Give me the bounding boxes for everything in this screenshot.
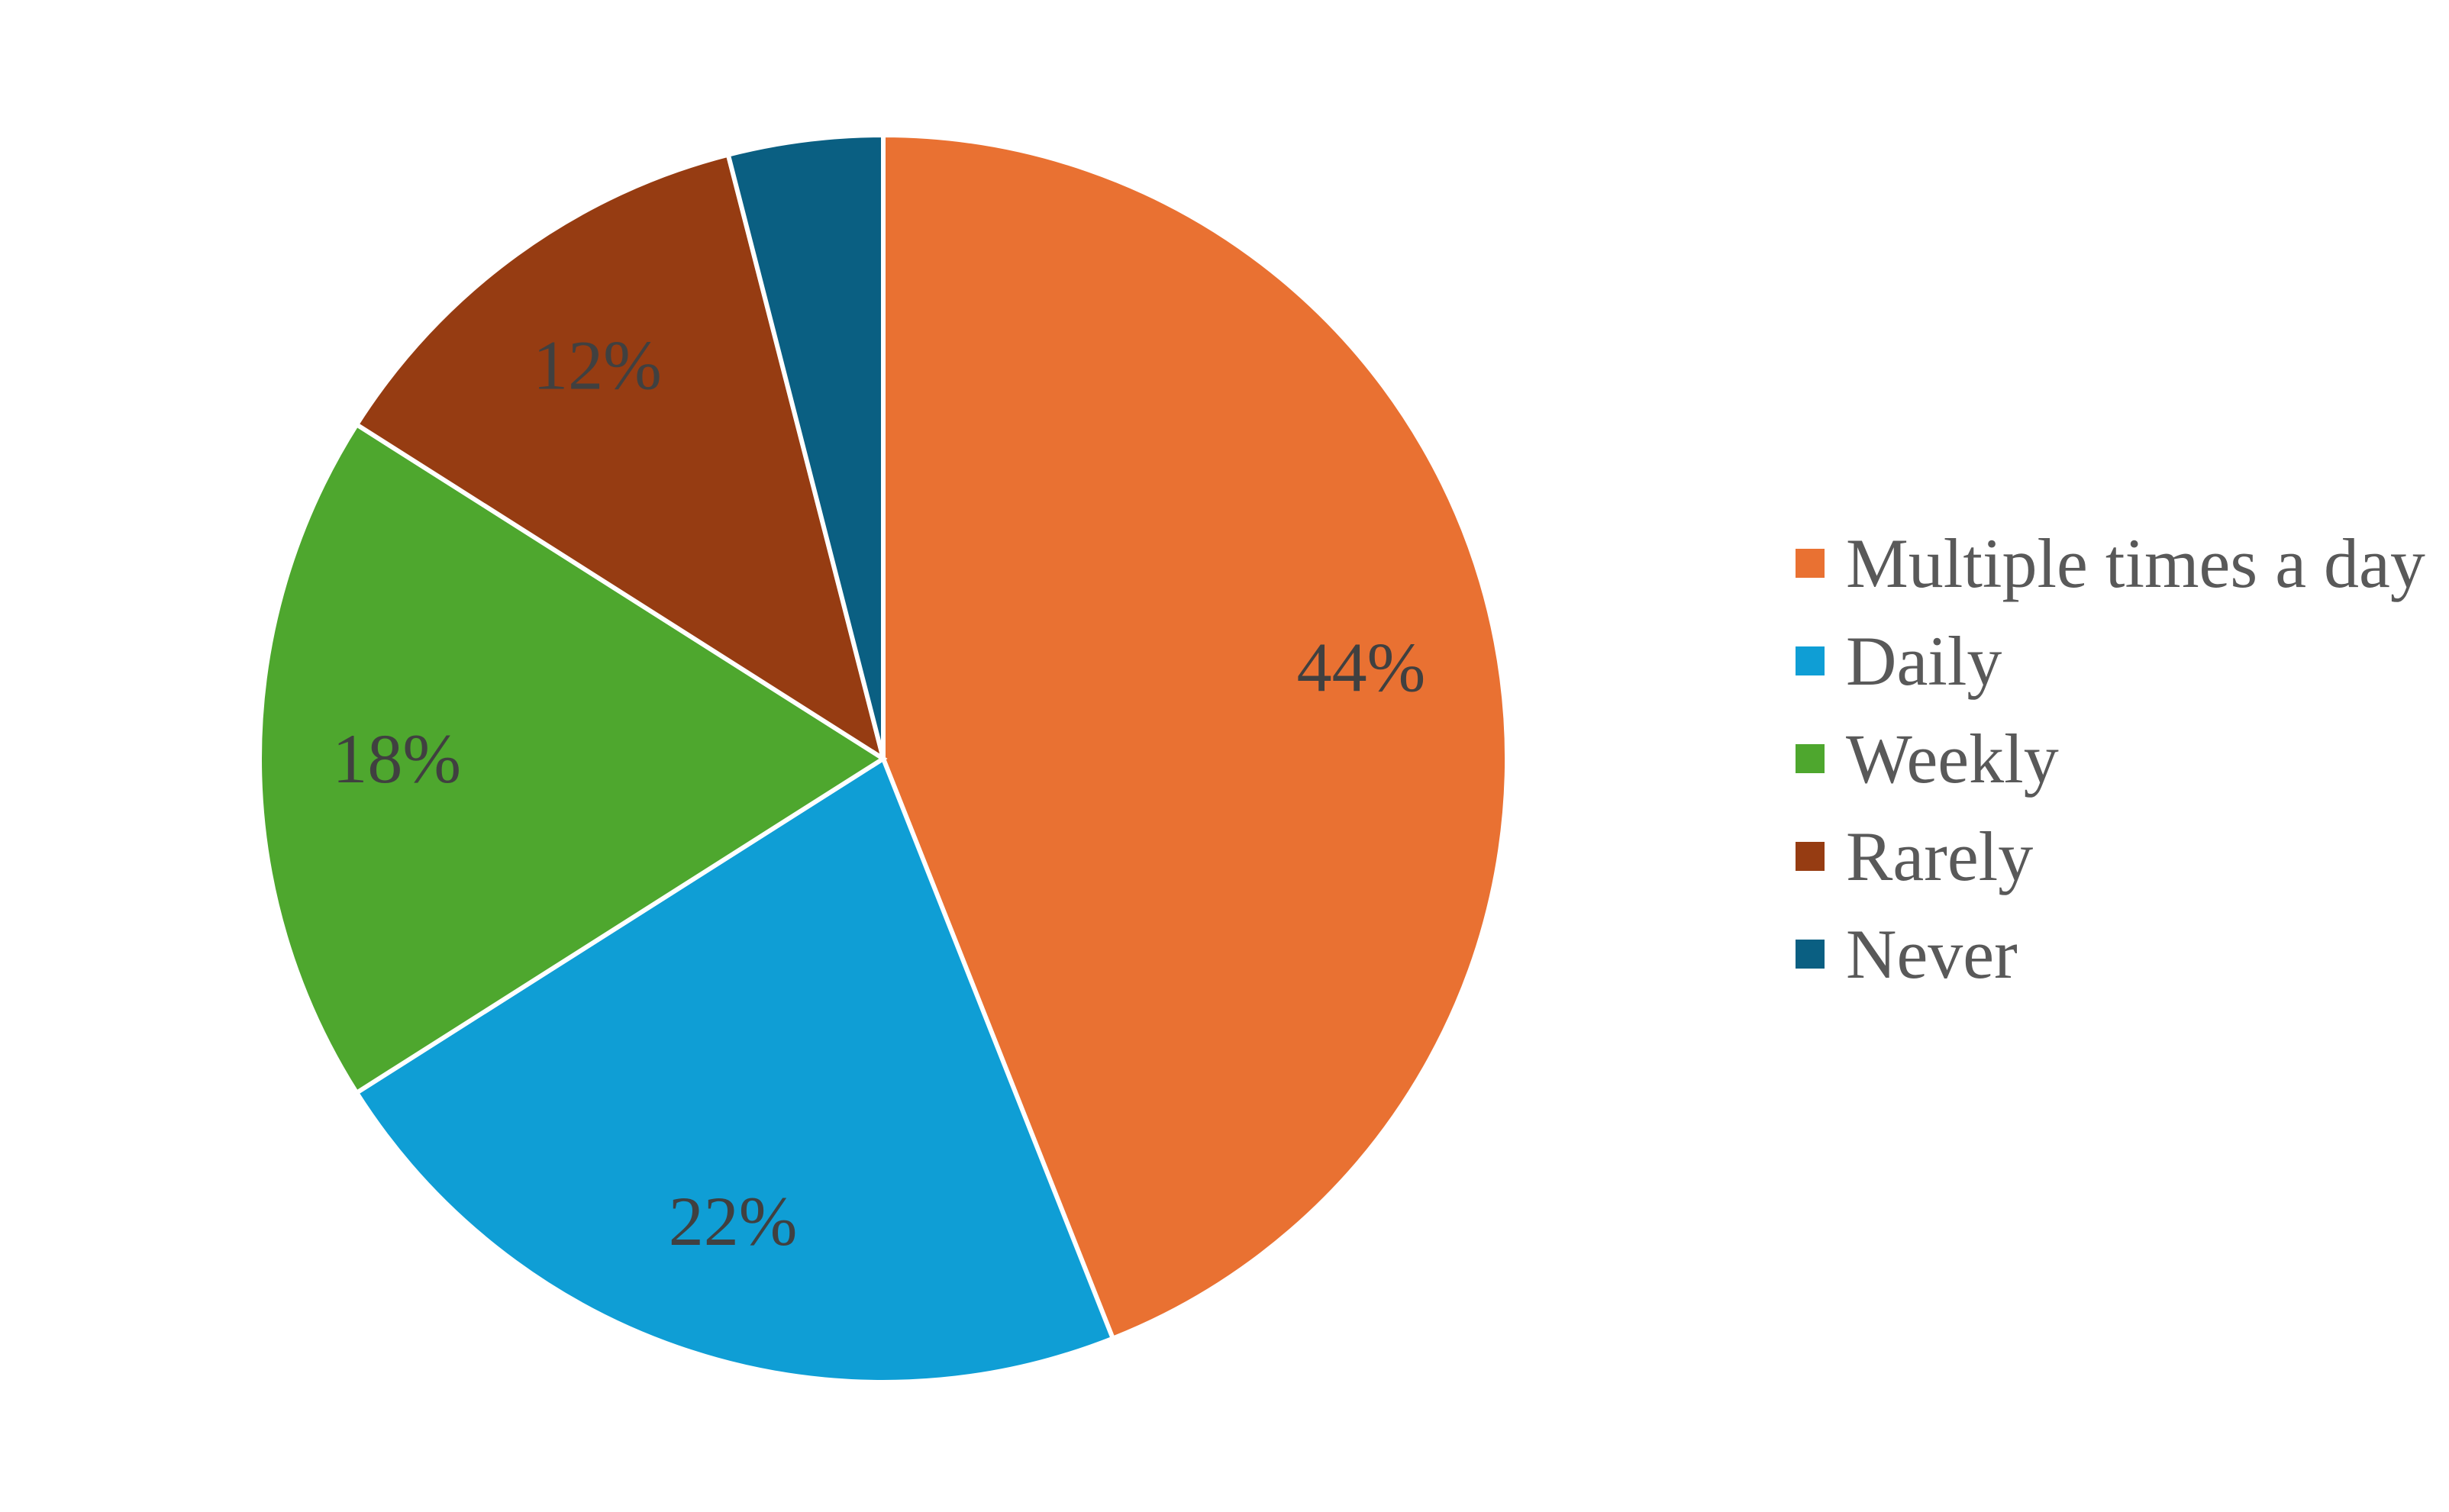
legend-swatch-daily bbox=[1796, 646, 1825, 675]
pie-slice-never bbox=[725, 132, 886, 759]
pie-slice-multiple-times-a-day bbox=[881, 132, 1510, 1342]
legend-swatch-rarely bbox=[1796, 842, 1825, 871]
legend-label-never: Never bbox=[1846, 915, 2018, 993]
pie-data-labels: 44% 22% 18% 12% bbox=[332, 326, 1425, 1260]
legend-label-weekly: Weekly bbox=[1846, 720, 2059, 798]
pie-slices bbox=[257, 132, 1510, 1385]
legend-label-multiple-times-a-day: Multiple times a day bbox=[1846, 524, 2425, 602]
data-label-rarely: 12% bbox=[533, 326, 662, 404]
legend-swatch-never bbox=[1796, 940, 1825, 969]
data-label-weekly: 18% bbox=[332, 720, 461, 798]
legend-swatch-multiple-times-a-day bbox=[1796, 549, 1825, 578]
legend-label-rarely: Rarely bbox=[1846, 817, 2033, 895]
legend-swatch-weekly bbox=[1796, 744, 1825, 773]
pie-slice-daily bbox=[353, 755, 1116, 1385]
data-label-daily: 22% bbox=[669, 1182, 798, 1260]
legend: Multiple times a day Daily Weekly Rarely Nev… bbox=[1796, 524, 2425, 993]
data-label-multiple-times-a-day: 44% bbox=[1297, 629, 1426, 707]
pie-slice-weekly bbox=[257, 421, 888, 1096]
pie-slice-rarely bbox=[353, 152, 887, 764]
legend-label-daily: Daily bbox=[1846, 622, 2002, 700]
